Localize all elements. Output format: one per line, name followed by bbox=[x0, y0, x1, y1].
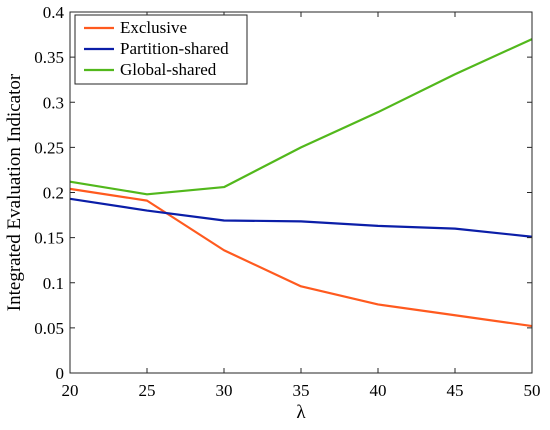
y-tick-label: 0.2 bbox=[43, 184, 64, 203]
y-tick-label: 0.4 bbox=[43, 3, 65, 22]
series-line-global-shared bbox=[69, 38, 533, 196]
x-axis-title: λ bbox=[296, 402, 306, 423]
y-tick-label: 0.05 bbox=[34, 319, 64, 338]
y-axis-title: Integrated Evaluation Indicator bbox=[4, 73, 25, 311]
legend-label: Global-shared bbox=[120, 60, 217, 79]
legend: Exclusive Partition-shared Global-shared bbox=[74, 14, 248, 85]
y-tick-label: 0 bbox=[56, 364, 65, 383]
x-tick-label: 40 bbox=[370, 381, 387, 400]
x-tick-label: 20 bbox=[62, 381, 79, 400]
x-tick-label: 35 bbox=[293, 381, 310, 400]
y-tick-label: 0.1 bbox=[43, 274, 64, 293]
x-tick-label: 45 bbox=[447, 381, 464, 400]
series-line-partition-shared bbox=[69, 197, 533, 238]
axes-layer: 20 25 30 35 40 45 50 0 0.05 0.1 0.15 0.2 0.25 0.3 0.35… bbox=[34, 3, 540, 400]
x-tick-label: 30 bbox=[216, 381, 233, 400]
x-tick-label: 25 bbox=[139, 381, 156, 400]
plot-layer bbox=[69, 38, 533, 328]
y-tick-label: 0.3 bbox=[43, 93, 64, 112]
y-tick-label: 0.15 bbox=[34, 229, 64, 248]
series-line-exclusive bbox=[69, 187, 533, 328]
y-tick-label: 0.25 bbox=[34, 138, 64, 157]
y-tick-label: 0.35 bbox=[34, 48, 64, 67]
legend-label: Partition-shared bbox=[120, 39, 229, 58]
legend-label: Exclusive bbox=[120, 18, 187, 37]
x-tick-label: 50 bbox=[524, 381, 541, 400]
